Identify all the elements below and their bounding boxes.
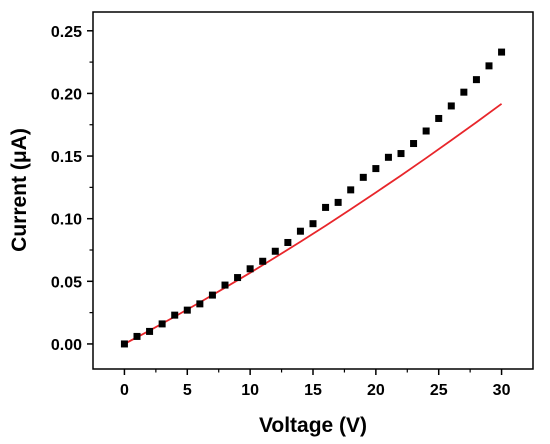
y-tick-label: 0.00	[51, 337, 82, 354]
data-point	[208, 291, 216, 299]
data-point	[397, 150, 405, 158]
data-point	[171, 311, 179, 319]
x-tick-label: 5	[183, 382, 192, 399]
y-axis: 0.00 0.05 0.10 0.15 0.20 0.25	[51, 24, 93, 354]
x-tick-label: 10	[241, 382, 259, 399]
x-tick-label: 15	[304, 382, 322, 399]
data-point	[221, 281, 229, 289]
data-point	[133, 332, 141, 340]
y-tick-label: 0.05	[51, 274, 82, 291]
y-tick-label: 0.25	[51, 24, 82, 41]
data-point	[259, 257, 267, 265]
data-point	[120, 340, 128, 348]
plot-frame	[92, 11, 534, 370]
data-point	[384, 153, 392, 161]
data-point	[196, 300, 204, 308]
data-point	[347, 186, 355, 194]
data-point	[422, 127, 430, 135]
x-axis-title: Voltage (V)	[259, 414, 367, 437]
y-tick-label: 0.15	[51, 149, 82, 166]
data-point	[309, 220, 317, 228]
data-point	[296, 227, 304, 235]
data-point	[271, 247, 279, 255]
data-point	[498, 48, 506, 56]
x-tick-label: 0	[120, 382, 129, 399]
data-point	[334, 198, 342, 206]
x-tick-label: 20	[367, 382, 385, 399]
data-point	[158, 320, 166, 328]
data-point	[410, 140, 418, 148]
x-tick-label: 30	[493, 382, 511, 399]
data-point	[435, 114, 443, 122]
y-axis-title: Current (μA)	[8, 128, 31, 252]
data-point	[372, 165, 380, 173]
data-point	[485, 62, 493, 70]
data-point	[183, 306, 191, 314]
y-tick-label: 0.20	[51, 86, 82, 103]
data-point	[472, 76, 480, 84]
data-points-layer	[120, 48, 506, 348]
data-point	[146, 327, 154, 335]
data-point	[246, 265, 254, 273]
data-point	[359, 173, 367, 181]
data-point	[460, 88, 468, 96]
x-axis: 0 5 10 15 20 25 30	[120, 369, 511, 399]
x-tick-label: 25	[430, 382, 448, 399]
data-point	[322, 203, 330, 211]
data-point	[447, 102, 455, 110]
data-point	[284, 238, 292, 246]
data-point	[234, 274, 242, 282]
y-tick-label: 0.10	[51, 212, 82, 229]
